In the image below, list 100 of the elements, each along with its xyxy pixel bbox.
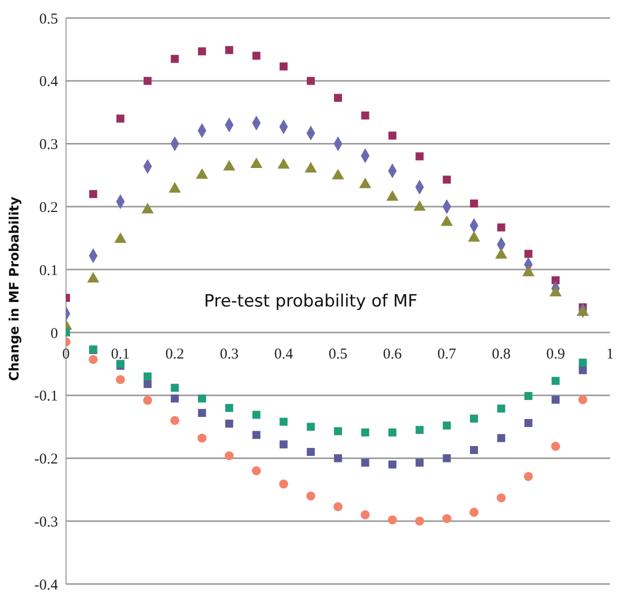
point bbox=[198, 394, 206, 402]
point bbox=[197, 434, 207, 443]
point bbox=[306, 422, 315, 431]
point bbox=[388, 132, 396, 140]
x-axis-title: Pre-test probability of MF bbox=[204, 291, 418, 312]
point bbox=[279, 480, 288, 489]
point bbox=[198, 408, 206, 417]
point bbox=[170, 54, 179, 63]
point bbox=[280, 418, 288, 426]
point bbox=[552, 276, 560, 284]
x-tick-label: 0.4 bbox=[274, 346, 294, 362]
point bbox=[497, 404, 506, 413]
point bbox=[225, 420, 234, 428]
point bbox=[116, 375, 125, 384]
point bbox=[334, 427, 342, 436]
point bbox=[551, 442, 560, 451]
point bbox=[524, 472, 533, 481]
point bbox=[334, 94, 342, 102]
point bbox=[224, 451, 234, 460]
x-tick-label: 1 bbox=[606, 346, 614, 362]
point bbox=[333, 502, 343, 512]
point bbox=[442, 176, 451, 184]
y-tick-label: -0.1 bbox=[34, 388, 58, 405]
y-tick-label: -0.4 bbox=[34, 577, 58, 594]
point bbox=[306, 491, 316, 500]
point bbox=[198, 47, 206, 56]
point bbox=[416, 152, 424, 160]
point bbox=[416, 458, 424, 467]
x-tick-label: 0 bbox=[62, 346, 70, 362]
point bbox=[223, 160, 236, 171]
point bbox=[144, 76, 152, 85]
point bbox=[225, 46, 234, 54]
point bbox=[170, 416, 180, 425]
point bbox=[143, 396, 152, 405]
y-tick-label: 0.2 bbox=[39, 200, 58, 216]
y-tick-label: 0.4 bbox=[39, 74, 58, 90]
point bbox=[552, 376, 560, 385]
point bbox=[442, 454, 451, 462]
point bbox=[470, 200, 478, 208]
point bbox=[144, 372, 152, 380]
point bbox=[361, 111, 370, 120]
y-tick-label: 0 bbox=[50, 326, 58, 342]
x-tick-label: 0.7 bbox=[437, 346, 457, 362]
point bbox=[497, 223, 506, 232]
point bbox=[524, 392, 532, 400]
point bbox=[386, 190, 398, 201]
x-tick-label: 0.1 bbox=[111, 346, 130, 362]
point bbox=[360, 510, 370, 520]
point bbox=[252, 466, 261, 476]
x-tick-label: 0.8 bbox=[492, 346, 511, 362]
y-tick-label: 0.5 bbox=[39, 11, 58, 28]
point bbox=[278, 158, 290, 169]
point bbox=[170, 394, 179, 402]
point bbox=[334, 454, 342, 462]
point bbox=[225, 404, 234, 412]
point bbox=[89, 190, 98, 198]
point bbox=[578, 358, 587, 367]
y-tick-label: -0.3 bbox=[34, 514, 58, 530]
point bbox=[470, 446, 478, 454]
x-tick-label: 0.5 bbox=[328, 346, 348, 362]
point bbox=[388, 515, 397, 524]
point bbox=[495, 248, 508, 259]
point bbox=[496, 493, 506, 502]
x-tick-label: 0.6 bbox=[383, 346, 402, 362]
point bbox=[470, 414, 478, 423]
point bbox=[361, 458, 370, 467]
point bbox=[361, 428, 370, 436]
point bbox=[442, 422, 451, 430]
y-tick-label: 0.1 bbox=[39, 262, 58, 279]
point bbox=[388, 428, 396, 436]
point bbox=[469, 508, 479, 517]
point bbox=[468, 231, 480, 242]
y-axis-title: Change in MF Probability bbox=[8, 196, 23, 381]
point bbox=[196, 168, 208, 179]
point bbox=[552, 396, 560, 404]
point bbox=[442, 514, 452, 524]
x-tick-label: 0.9 bbox=[546, 346, 565, 362]
point bbox=[306, 76, 315, 85]
point bbox=[250, 158, 262, 168]
point bbox=[359, 178, 372, 188]
point bbox=[578, 366, 587, 374]
point bbox=[524, 419, 532, 428]
point bbox=[497, 434, 506, 442]
point bbox=[252, 52, 260, 60]
point bbox=[388, 460, 396, 469]
y-tick-label: 0.3 bbox=[39, 137, 58, 154]
x-tick-label: 0.2 bbox=[165, 346, 184, 362]
point bbox=[416, 426, 424, 434]
point bbox=[306, 448, 315, 456]
x-tick-label: 0.3 bbox=[220, 346, 239, 362]
point bbox=[88, 354, 98, 364]
point bbox=[578, 395, 588, 404]
y-tick-label: -0.2 bbox=[34, 452, 58, 468]
point bbox=[170, 384, 179, 392]
point bbox=[252, 430, 260, 439]
point bbox=[524, 250, 532, 258]
point bbox=[252, 410, 260, 419]
point bbox=[280, 62, 288, 70]
point bbox=[280, 440, 288, 448]
point bbox=[415, 516, 424, 526]
